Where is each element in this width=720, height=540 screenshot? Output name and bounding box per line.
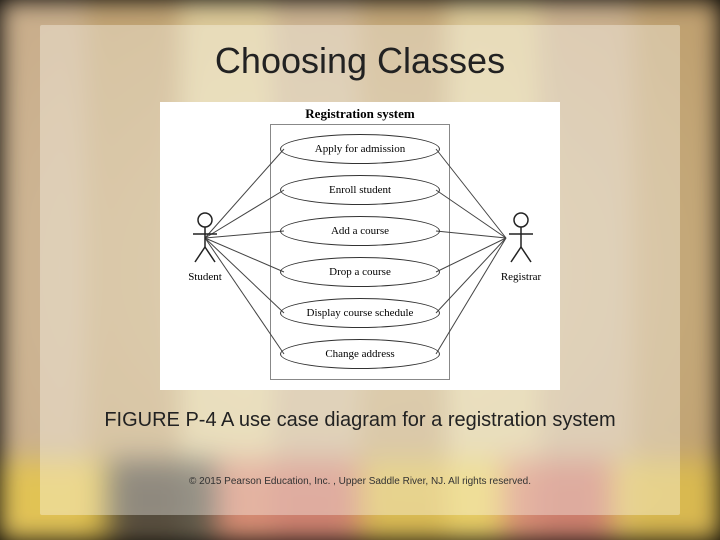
usecase-ellipse: Apply for admission bbox=[280, 134, 440, 164]
usecase-ellipse: Enroll student bbox=[280, 175, 440, 205]
actor-icon bbox=[506, 251, 536, 268]
slide-title: Choosing Classes bbox=[0, 40, 720, 82]
usecase-ellipse: Add a course bbox=[280, 216, 440, 246]
usecase-label: Enroll student bbox=[329, 184, 391, 196]
actor-icon bbox=[190, 251, 220, 268]
actor: Registrar bbox=[491, 212, 551, 283]
use-case-diagram: Registration system Apply for admission E… bbox=[160, 102, 560, 390]
usecase-label: Change address bbox=[325, 348, 394, 360]
copyright-text: © 2015 Pearson Education, Inc. , Upper S… bbox=[0, 476, 720, 487]
usecase-label: Add a course bbox=[331, 225, 389, 237]
figure-caption: FIGURE P-4 A use case diagram for a regi… bbox=[0, 408, 720, 433]
system-label: Registration system bbox=[160, 106, 560, 122]
usecase-label: Apply for admission bbox=[315, 143, 405, 155]
usecase-label: Display course schedule bbox=[307, 307, 414, 319]
usecase-ellipse: Change address bbox=[280, 339, 440, 369]
actor-label: Registrar bbox=[491, 271, 551, 283]
usecase-ellipse: Drop a course bbox=[280, 257, 440, 287]
usecase-ellipse: Display course schedule bbox=[280, 298, 440, 328]
actor-label: Student bbox=[175, 271, 235, 283]
usecase-label: Drop a course bbox=[329, 266, 391, 278]
actor: Student bbox=[175, 212, 235, 283]
